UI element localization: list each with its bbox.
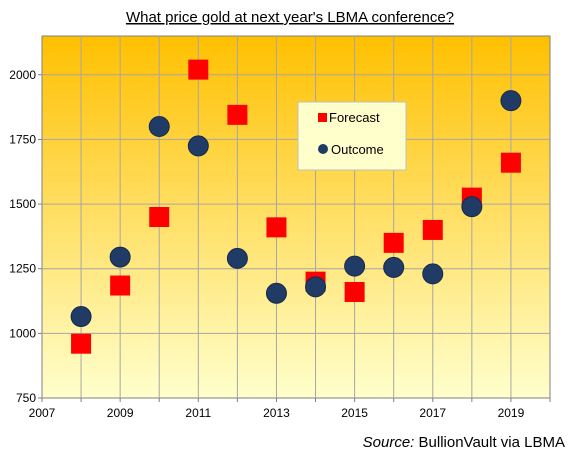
y-tick-label: 1750 bbox=[9, 132, 36, 146]
x-tick-label: 2013 bbox=[263, 406, 290, 420]
legend-box bbox=[297, 101, 407, 171]
forecast-point bbox=[383, 232, 404, 253]
forecast-point bbox=[188, 59, 209, 80]
forecast-point bbox=[344, 281, 365, 302]
outcome-point bbox=[422, 263, 444, 285]
x-tick-label: 2019 bbox=[498, 406, 525, 420]
outcome-point bbox=[383, 256, 405, 278]
forecast-point bbox=[71, 333, 92, 354]
forecast-point bbox=[500, 152, 521, 173]
outcome-point bbox=[500, 90, 522, 112]
outcome-point bbox=[148, 116, 170, 137]
forecast-point bbox=[266, 217, 287, 238]
x-tick-label: 2009 bbox=[107, 406, 134, 420]
legend-outcome-label: Outcome bbox=[331, 142, 384, 157]
outcome-point bbox=[70, 306, 92, 328]
x-tick-label: 2011 bbox=[185, 406, 211, 420]
x-tick-label: 2017 bbox=[419, 406, 446, 420]
data-marks bbox=[70, 59, 522, 354]
outcome-point bbox=[109, 246, 131, 268]
x-tick-label: 2007 bbox=[29, 406, 56, 420]
chart-title: What price gold at next year's LBMA conf… bbox=[126, 9, 454, 26]
plot-area bbox=[41, 35, 551, 399]
legend-forecast-label: Forecast bbox=[329, 110, 380, 125]
y-tick-label: 2000 bbox=[9, 68, 36, 82]
legend-forecast-marker bbox=[318, 113, 327, 122]
forecast-point bbox=[227, 104, 248, 125]
outcome-point bbox=[187, 135, 209, 157]
x-tick-label: 2015 bbox=[341, 406, 368, 420]
source-label: Source: bbox=[362, 434, 415, 451]
y-tick-label: 1500 bbox=[9, 197, 36, 211]
x-axis: 2007 2009 2011 2013 2015 2017 2019 bbox=[29, 398, 551, 420]
legend-outcome-marker bbox=[318, 144, 328, 154]
outcome-point bbox=[305, 276, 327, 298]
forecast-point bbox=[422, 219, 443, 240]
y-axis: 750 1000 1250 1500 1750 2000 bbox=[9, 68, 42, 405]
forecast-point bbox=[149, 207, 170, 227]
source-note: Source: BullionVault via LBMA bbox=[363, 434, 565, 451]
y-tick-label: 750 bbox=[16, 391, 36, 405]
y-tick-label: 1250 bbox=[9, 262, 36, 276]
source-text: BullionVault via LBMA bbox=[414, 434, 565, 451]
forecast-point bbox=[110, 275, 131, 296]
legend: Forecast Outcome bbox=[297, 101, 407, 171]
outcome-point bbox=[265, 282, 287, 304]
outcome-point bbox=[461, 196, 483, 218]
y-tick-label: 1000 bbox=[9, 326, 36, 340]
outcome-point bbox=[226, 247, 248, 269]
outcome-point bbox=[344, 255, 366, 277]
